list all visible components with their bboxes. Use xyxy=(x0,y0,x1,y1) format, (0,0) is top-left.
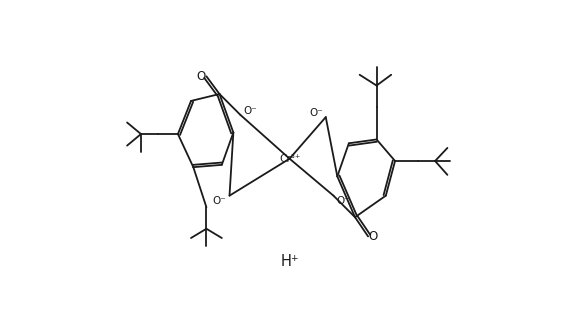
Text: O⁻: O⁻ xyxy=(212,196,226,206)
Text: O⁻: O⁻ xyxy=(243,106,257,116)
Text: O: O xyxy=(369,230,378,243)
Text: O⁻: O⁻ xyxy=(310,108,323,118)
Text: H⁺: H⁺ xyxy=(280,254,299,269)
Text: Cr³⁺: Cr³⁺ xyxy=(279,154,300,164)
Text: O⁻: O⁻ xyxy=(337,196,350,206)
Text: O: O xyxy=(196,70,206,83)
